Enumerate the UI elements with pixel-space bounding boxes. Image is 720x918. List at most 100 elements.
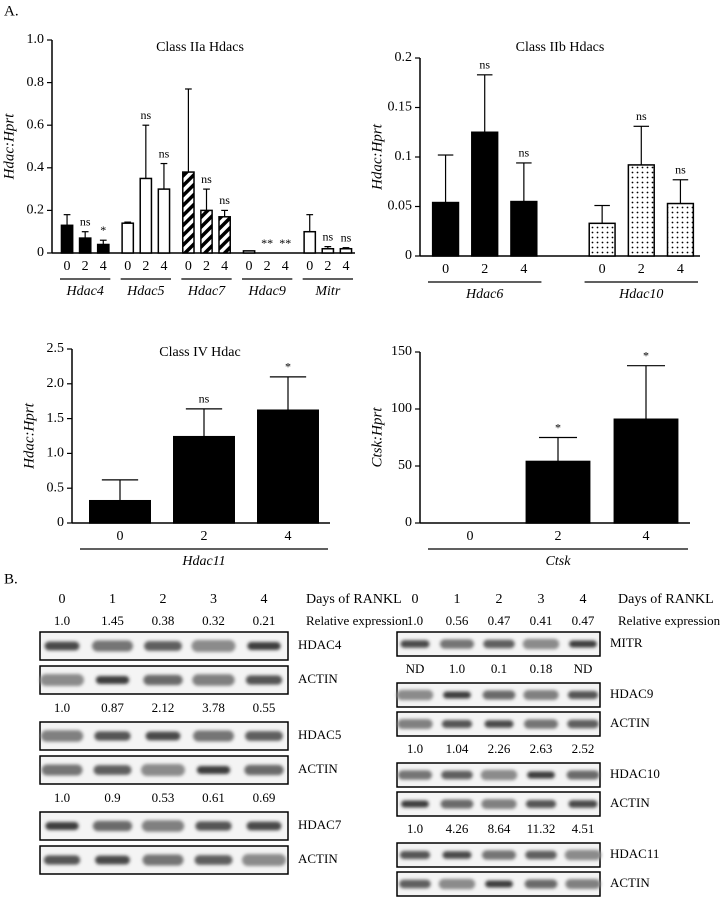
blot-band [442, 851, 472, 859]
blot-band [523, 690, 559, 700]
y-tick-label: 0 [37, 245, 44, 260]
significance-label: ns [140, 108, 151, 122]
y-tick-label: 0.15 [388, 100, 413, 115]
blot-band [522, 638, 560, 650]
ratio-title: Relative expression [306, 613, 409, 628]
bar [60, 224, 74, 254]
blot-band [567, 719, 599, 729]
x-tick-label: 2 [638, 262, 645, 277]
relative-expression: 3.78 [202, 700, 225, 715]
bar [303, 230, 317, 254]
bar [627, 164, 655, 257]
x-tick-label: 2 [324, 259, 331, 274]
blot-band [396, 689, 434, 701]
relative-expression: 1.0 [407, 741, 423, 756]
blot-band [399, 879, 431, 889]
blot-band [43, 855, 81, 865]
chart-title: Class IIa Hdacs [156, 40, 244, 55]
bar [525, 460, 591, 524]
blot-band [245, 675, 283, 685]
ratio-title: Relative expression [618, 613, 720, 628]
x-tick-label: 0 [117, 529, 124, 544]
relative-expression: 0.21 [253, 613, 276, 628]
panel-label: B. [4, 571, 18, 587]
blot-band [95, 855, 130, 865]
blot-band [527, 771, 555, 779]
bar [321, 247, 335, 254]
blot-band [142, 854, 184, 866]
blot-band [41, 764, 83, 776]
relative-expression: 11.32 [527, 821, 556, 836]
relative-expression: ND [574, 661, 593, 676]
relative-expression: 0.53 [152, 790, 175, 805]
x-tick-label: 4 [221, 259, 228, 274]
bar [182, 171, 195, 254]
blot-band [141, 763, 185, 777]
blot-band [145, 731, 181, 741]
blot-label: ACTIN [298, 671, 338, 686]
x-tick-label: 4 [643, 529, 650, 544]
blot-label: ACTIN [610, 715, 650, 730]
lane-label: 4 [580, 592, 587, 607]
blot-band [441, 770, 473, 780]
relative-expression: 0.18 [530, 661, 553, 676]
group-label: Hdac11 [181, 554, 225, 569]
blot-band [567, 691, 599, 699]
blot-label: HDAC9 [610, 686, 653, 701]
relative-expression: 0.41 [530, 613, 553, 628]
relative-expression: 2.26 [488, 741, 511, 756]
relative-expression: 1.0 [54, 700, 70, 715]
blot-band [40, 673, 84, 687]
relative-expression: 2.52 [572, 741, 595, 756]
x-tick-label: 4 [100, 259, 107, 274]
group-label: Hdac5 [126, 284, 164, 299]
blot-band [565, 879, 601, 889]
x-tick-label: 0 [246, 259, 253, 274]
lanes-title: Days of RANKL [618, 592, 714, 607]
relative-expression: ND [406, 661, 425, 676]
x-tick-label: 4 [520, 262, 527, 277]
blot-band [246, 821, 282, 831]
significance-label: * [643, 348, 649, 362]
blot-band [566, 770, 600, 780]
relative-expression: 1.04 [446, 741, 469, 756]
relative-expression: 1.0 [407, 613, 423, 628]
blot-band [481, 799, 517, 809]
significance-label: ns [322, 229, 333, 243]
relative-expression: 0.61 [202, 790, 225, 805]
x-tick-label: 0 [599, 262, 606, 277]
chart-title: Class IIb Hdacs [516, 40, 605, 55]
significance-label: ns [519, 146, 530, 160]
blot-label: MITR [610, 635, 643, 650]
x-tick-label: 4 [285, 529, 292, 544]
y-axis-label: Hdac:Hprt [21, 402, 37, 470]
y-tick-label: 100 [391, 401, 412, 416]
relative-expression: 1.0 [54, 613, 70, 628]
blot-band [401, 800, 429, 808]
y-axis-label: Ctsk:Hprt [369, 407, 385, 468]
bar [157, 188, 171, 254]
lane-label: 2 [496, 592, 503, 607]
blot-band [244, 764, 284, 776]
y-tick-label: 2.5 [47, 341, 65, 356]
relative-expression: 1.0 [54, 790, 70, 805]
group-label: Hdac4 [66, 284, 104, 299]
relative-expression: 0.55 [253, 700, 276, 715]
x-tick-label: 0 [124, 259, 131, 274]
bar [666, 202, 695, 257]
blot-band [564, 849, 602, 861]
blot-band [245, 731, 283, 741]
y-tick-label: 0.2 [395, 50, 413, 65]
x-tick-label: 2 [201, 529, 208, 544]
blot-band [484, 720, 514, 728]
y-axis-label: Hdac:Hprt [1, 113, 17, 181]
blot-label: ACTIN [298, 851, 338, 866]
x-tick-label: 0 [442, 262, 449, 277]
relative-expression: 0.69 [253, 790, 276, 805]
x-tick-label: 4 [342, 259, 349, 274]
blot-label: HDAC7 [298, 817, 342, 832]
x-tick-label: 2 [264, 259, 271, 274]
blot-band [440, 799, 474, 809]
x-tick-label: 4 [282, 259, 289, 274]
blot-band [397, 770, 433, 780]
